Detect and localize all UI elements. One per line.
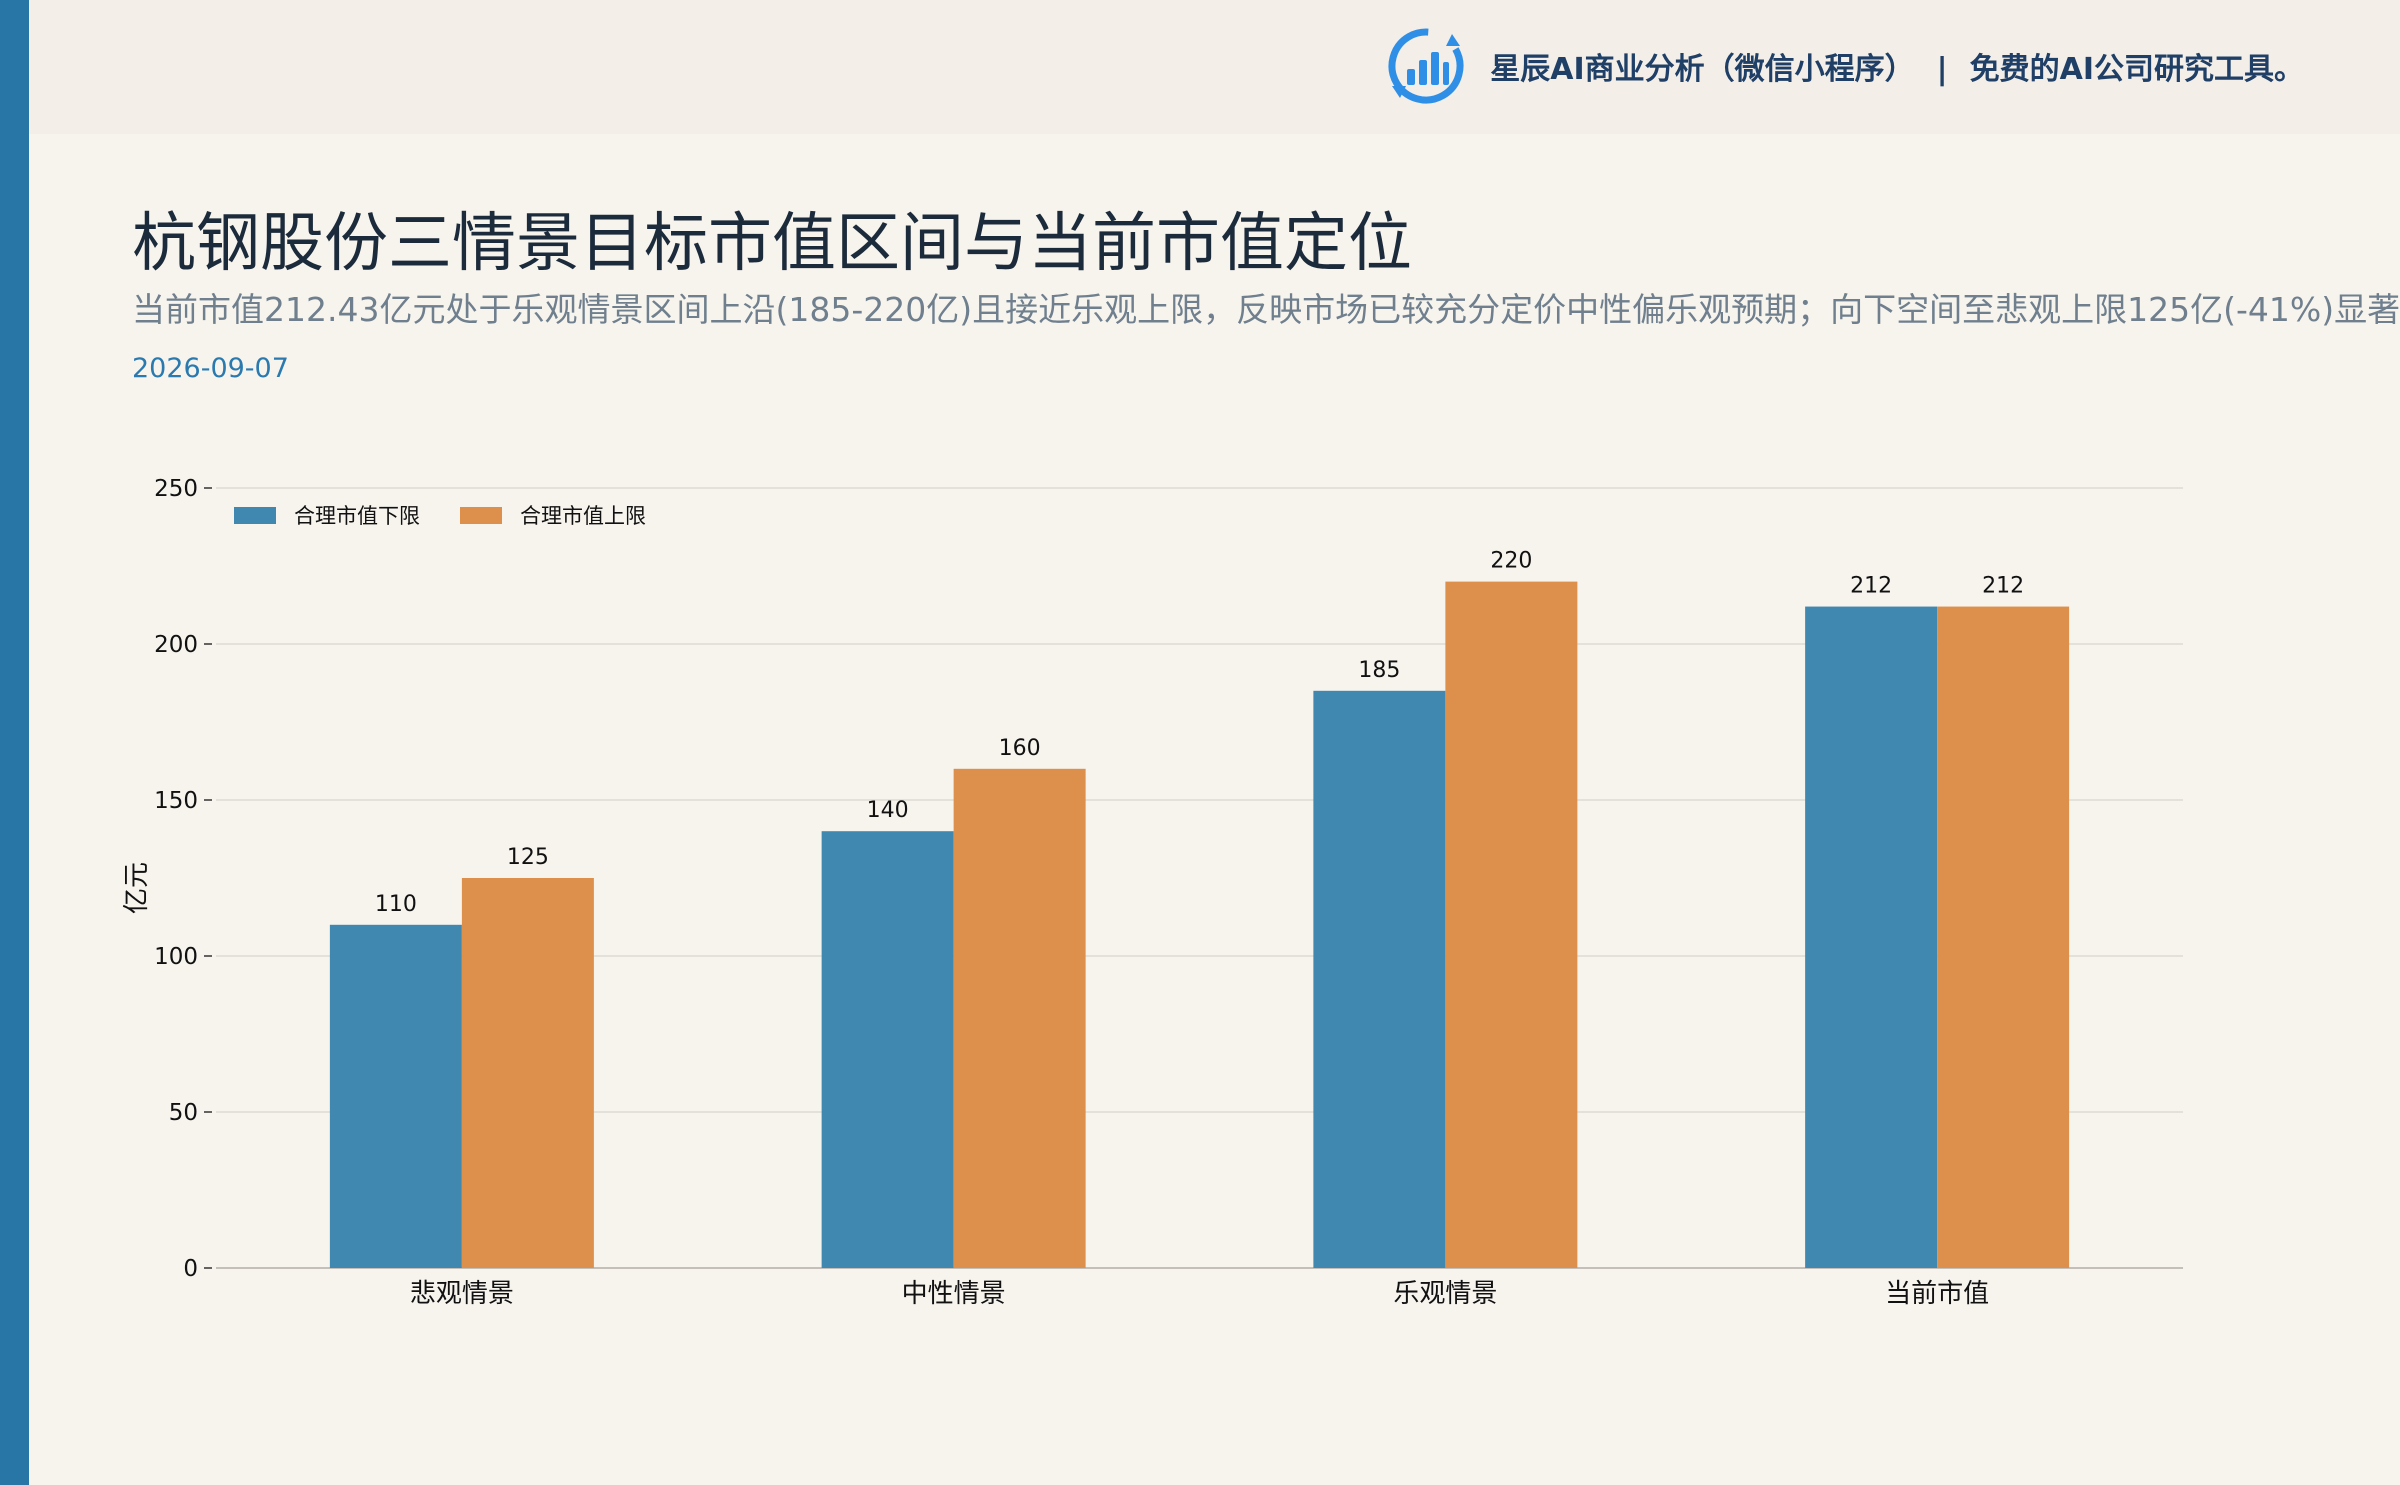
left-accent-bar	[0, 0, 29, 1485]
chart-title: 杭钢股份三情景目标市值区间与当前市值定位	[132, 207, 1412, 281]
legend-label: 合理市值下限	[294, 504, 420, 528]
brand-name: 星辰AI商业分析（微信小程序）	[1490, 52, 1915, 87]
bar-value-label: 125	[507, 845, 549, 870]
bar-value-label: 185	[1358, 658, 1400, 683]
bar	[821, 831, 954, 1268]
brand-separator: |	[1936, 52, 1948, 87]
y-axis-label: 亿元	[122, 862, 152, 914]
bar	[1937, 606, 2070, 1268]
bar	[1805, 606, 1938, 1268]
bar-chart-refresh-icon	[1388, 28, 1464, 104]
legend-swatch	[460, 507, 502, 524]
chart-date: 2026-09-07	[132, 353, 289, 384]
header: 星辰AI商业分析（微信小程序） | 免费的AI公司研究工具。	[29, 0, 2400, 134]
bar	[953, 768, 1086, 1268]
brand-tagline: 免费的AI公司研究工具。	[1969, 52, 2304, 87]
chart-subtitle: 当前市值212.43亿元处于乐观情景区间上沿(185-220亿)且接近乐观上限，…	[132, 290, 2400, 329]
bar-value-label: 212	[1850, 574, 1892, 599]
y-tick-label: 150	[154, 788, 198, 814]
x-category-label: 悲观情景	[410, 1279, 514, 1309]
y-tick-label: 0	[183, 1256, 198, 1282]
legend-label: 合理市值上限	[520, 504, 646, 528]
bar-value-label: 220	[1490, 549, 1532, 574]
bar	[329, 924, 462, 1268]
y-tick-label: 50	[169, 1100, 198, 1126]
brand-text: 星辰AI商业分析（微信小程序） | 免费的AI公司研究工具。	[1490, 44, 2304, 88]
x-category-label: 当前市值	[1885, 1279, 1989, 1309]
x-category-label: 乐观情景	[1393, 1279, 1497, 1309]
y-tick-label: 200	[154, 632, 198, 658]
x-category-label: 中性情景	[902, 1279, 1006, 1309]
bar	[1445, 581, 1578, 1268]
bar-value-label: 110	[375, 892, 417, 917]
bar	[1313, 690, 1446, 1268]
y-tick-label: 100	[154, 944, 198, 970]
y-tick-label: 250	[154, 476, 198, 502]
bar	[461, 878, 594, 1268]
bar-value-label: 160	[999, 736, 1041, 761]
legend-swatch	[234, 507, 276, 524]
brand[interactable]: 星辰AI商业分析（微信小程序） | 免费的AI公司研究工具。	[1386, 24, 2304, 108]
bar-value-label: 212	[1982, 574, 2024, 599]
bar-value-label: 140	[867, 798, 909, 823]
